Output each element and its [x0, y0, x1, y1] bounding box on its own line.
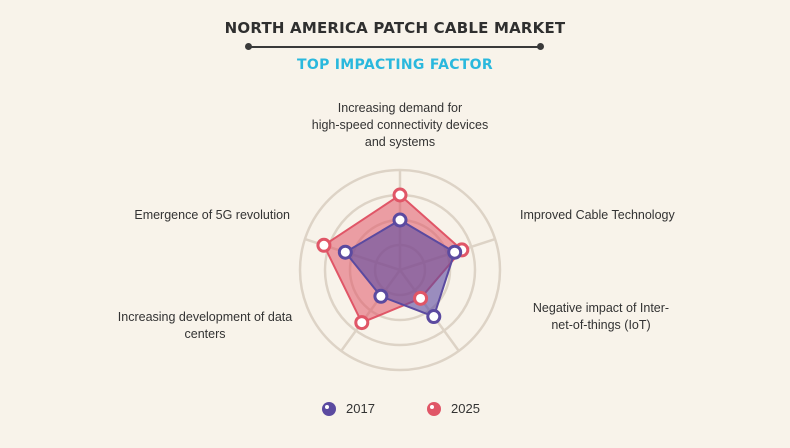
axis-label-cable-technology: Improved Cable Technology [520, 207, 700, 224]
legend-item-2017: 2017 [322, 401, 375, 416]
axis-label-line: Increasing demand for [337, 101, 463, 115]
axis-label-iot: Negative impact of Inter- net-of-things … [516, 300, 686, 334]
title-rule-left-dot [245, 43, 252, 50]
axis-label-line: Increasing development of data [117, 310, 293, 324]
chart-title: NORTH AMERICA PATCH CABLE MARKET [224, 19, 566, 37]
axis-label-connectivity: Increasing demand for high-speed connect… [290, 100, 510, 151]
legend-marker-2017-icon [322, 401, 336, 416]
axis-label-line: high-speed connectivity devices [311, 118, 489, 132]
legend-item-2025: 2025 [427, 401, 480, 416]
axis-label-line: Negative impact of Inter- [532, 301, 670, 315]
data-point-2025 [413, 290, 429, 306]
data-point-2025 [392, 187, 408, 203]
data-point-2017 [447, 244, 463, 260]
radar-series [322, 194, 463, 324]
series-area-2017 [344, 219, 456, 318]
title-rule-right-dot [537, 43, 544, 50]
axis-label-5g: Emergence of 5G revolution [110, 207, 290, 224]
chart-subtitle: TOP IMPACTING FACTOR [297, 57, 493, 73]
data-point-2025 [316, 237, 332, 253]
legend-label-2025: 2025 [451, 401, 480, 416]
legend-marker-2025-icon [427, 401, 441, 416]
data-point-2017 [392, 212, 408, 228]
axis-label-line: Improved Cable Technology [520, 208, 675, 222]
data-point-2017 [426, 309, 442, 325]
title-rule [249, 46, 539, 48]
radar-points [316, 187, 470, 331]
legend-label-2017: 2017 [346, 401, 375, 416]
data-point-2025 [354, 315, 370, 331]
axis-label-line: and systems [364, 135, 436, 149]
data-point-2017 [337, 244, 353, 260]
axis-label-data-centers: Increasing development of data centers [100, 309, 310, 343]
axis-label-line: centers [184, 327, 226, 341]
axis-label-line: net-of-things (IoT) [551, 318, 651, 332]
axis-label-line: Emergence of 5G revolution [134, 208, 290, 222]
data-point-2017 [373, 288, 389, 304]
